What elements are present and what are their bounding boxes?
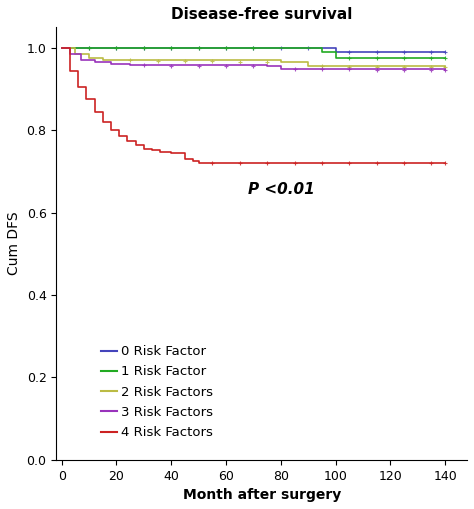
Title: Disease-free survival: Disease-free survival [171, 7, 352, 22]
X-axis label: Month after surgery: Month after surgery [182, 488, 341, 502]
Y-axis label: Cum DFS: Cum DFS [7, 212, 21, 275]
Legend: 0 Risk Factor, 1 Risk Factor, 2 Risk Factors, 3 Risk Factors, 4 Risk Factors: 0 Risk Factor, 1 Risk Factor, 2 Risk Fac… [96, 340, 218, 444]
Text: P <0.01: P <0.01 [248, 182, 315, 197]
